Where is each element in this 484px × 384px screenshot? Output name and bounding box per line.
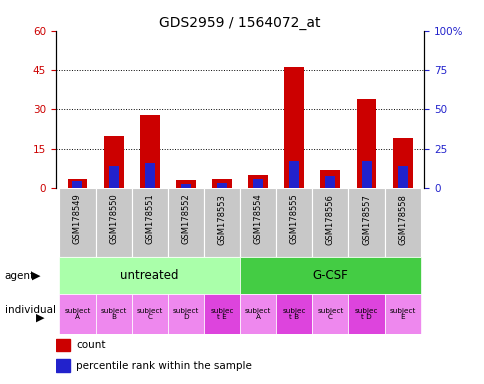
Bar [56,359,70,372]
Bar [104,136,123,188]
Text: subjec
t B: subjec t B [282,308,305,320]
Bar [212,179,231,188]
Bar [276,188,312,257]
Bar [67,179,87,188]
Text: GSM178552: GSM178552 [181,194,190,245]
Bar [176,180,196,188]
Bar [203,188,240,257]
Bar [95,294,131,334]
Bar [361,161,371,188]
Bar [144,163,154,188]
Bar [312,188,348,257]
Text: percentile rank within the sample: percentile rank within the sample [76,361,252,371]
Text: GSM178554: GSM178554 [253,194,262,245]
Text: GSM178556: GSM178556 [325,194,334,245]
Bar [348,294,384,334]
Text: ▶: ▶ [35,313,44,323]
Bar [240,294,276,334]
Text: GSM178551: GSM178551 [145,194,154,245]
Bar [248,175,268,188]
Bar [276,294,312,334]
Text: G-CSF: G-CSF [312,269,348,282]
Bar [240,257,420,294]
Bar [56,339,70,351]
Bar [253,179,262,188]
Bar [356,99,376,188]
Text: count: count [76,340,106,350]
Bar [139,115,159,188]
Bar [325,175,335,188]
Text: agent: agent [5,270,35,281]
Text: GSM178550: GSM178550 [109,194,118,245]
Text: subject
A: subject A [244,308,271,320]
Text: subject
C: subject C [136,308,163,320]
Bar [131,188,167,257]
Bar [203,294,240,334]
Text: subject
B: subject B [100,308,126,320]
Bar [181,184,190,188]
Bar [216,184,227,188]
Title: GDS2959 / 1564072_at: GDS2959 / 1564072_at [159,16,320,30]
Bar [59,257,240,294]
Text: subjec
t E: subjec t E [210,308,233,320]
Bar [392,138,412,188]
Bar [131,294,167,334]
Bar [108,166,118,188]
Bar [397,166,407,188]
Bar [240,188,276,257]
Bar [320,170,340,188]
Text: subject
A: subject A [64,308,91,320]
Text: subjec
t D: subjec t D [354,308,378,320]
Text: ▶: ▶ [32,270,41,281]
Bar [59,294,95,334]
Text: individual: individual [5,305,56,315]
Bar [384,188,420,257]
Bar [167,294,203,334]
Bar [348,188,384,257]
Text: GSM178555: GSM178555 [289,194,298,245]
Bar [284,68,303,188]
Text: GSM178557: GSM178557 [362,194,370,245]
Text: untreated: untreated [120,269,179,282]
Bar [95,188,131,257]
Bar [312,294,348,334]
Text: GSM178553: GSM178553 [217,194,226,245]
Text: subject
E: subject E [389,308,415,320]
Bar [59,188,95,257]
Text: subject
D: subject D [172,308,198,320]
Bar [384,294,420,334]
Bar [289,161,299,188]
Text: GSM178558: GSM178558 [397,194,407,245]
Text: GSM178549: GSM178549 [73,194,82,245]
Bar [167,188,203,257]
Text: subject
C: subject C [317,308,343,320]
Bar [72,181,82,188]
